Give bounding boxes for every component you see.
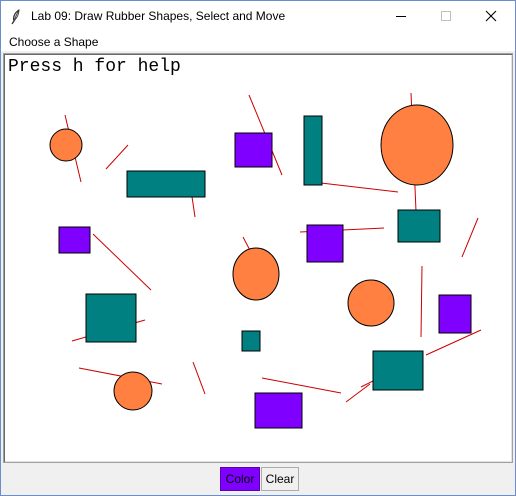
line[interactable] [345, 383, 371, 403]
orange-circle[interactable] [232, 247, 280, 301]
teal-rectangle[interactable] [241, 330, 261, 352]
purple-rectangle[interactable] [306, 224, 344, 263]
line[interactable] [461, 217, 479, 258]
color-button[interactable]: Color [220, 467, 260, 491]
feather-icon [11, 9, 20, 25]
minimize-button[interactable] [379, 1, 424, 32]
purple-rectangle[interactable] [254, 392, 303, 429]
close-icon [485, 10, 497, 22]
teal-rectangle[interactable] [303, 115, 323, 186]
purple-rectangle[interactable] [438, 294, 472, 334]
line[interactable] [105, 144, 129, 170]
teal-rectangle[interactable] [126, 170, 206, 198]
minimize-icon [396, 16, 406, 17]
window-title: Lab 09: Draw Rubber Shapes, Select and M… [31, 9, 286, 23]
orange-circle[interactable] [380, 104, 454, 186]
line[interactable] [261, 377, 342, 394]
orange-circle[interactable] [49, 128, 83, 162]
canvas-drawing[interactable] [7, 57, 510, 460]
orange-circle[interactable] [347, 279, 395, 327]
close-button[interactable] [469, 1, 514, 32]
purple-rectangle[interactable] [58, 226, 91, 254]
purple-rectangle[interactable] [234, 132, 273, 168]
menu-bar: Choose a Shape [1, 32, 515, 51]
help-prompt: Press h for help [8, 57, 181, 77]
line[interactable] [92, 233, 152, 291]
line[interactable] [425, 329, 482, 356]
title-bar[interactable]: Lab 09: Draw Rubber Shapes, Select and M… [1, 1, 515, 32]
line[interactable] [320, 182, 399, 193]
maximize-button[interactable] [424, 1, 469, 32]
line[interactable] [192, 361, 206, 395]
menu-choose-shape[interactable]: Choose a Shape [9, 35, 99, 49]
orange-circle[interactable] [113, 371, 153, 411]
teal-rectangle[interactable] [372, 350, 424, 391]
drawing-canvas[interactable] [3, 53, 513, 463]
maximize-icon [441, 11, 451, 21]
line[interactable] [420, 265, 423, 338]
clear-button[interactable]: Clear [261, 467, 299, 491]
teal-rectangle[interactable] [397, 209, 441, 243]
teal-rectangle[interactable] [85, 293, 137, 343]
